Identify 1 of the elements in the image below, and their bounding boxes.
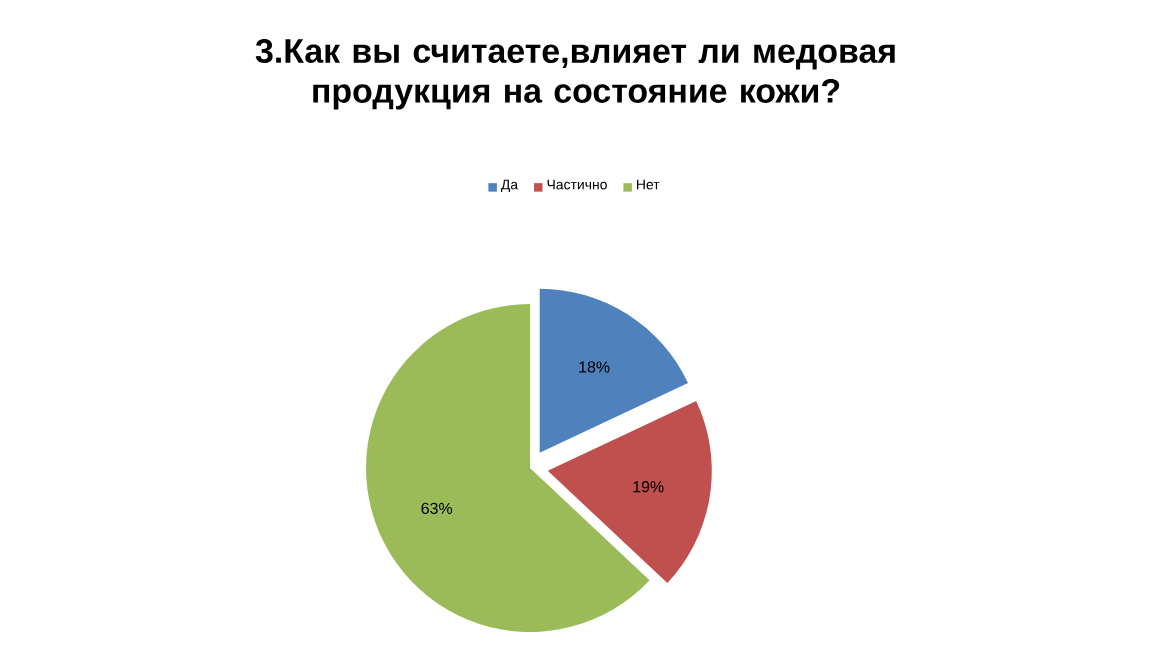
chart-title: 3.Как вы считаете,влияет ли медовая продукция на состояние кожи? bbox=[255, 39, 895, 110]
